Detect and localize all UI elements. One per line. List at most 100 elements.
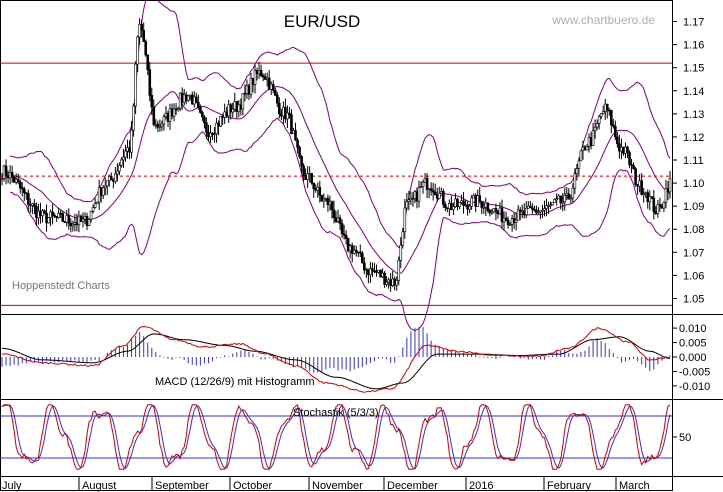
candle-body [514,219,518,223]
y-tick-label: 0.005 [679,338,707,350]
candle-body [391,278,394,286]
candle-body [217,122,220,127]
candle-body [401,231,405,246]
candle-body [99,187,103,196]
candle-body [8,172,12,179]
candle-body [178,92,182,109]
candle-body [409,197,413,201]
candle-body [524,207,528,216]
candle-body [652,197,656,212]
candle-body [229,104,233,113]
candle-body [446,207,449,209]
candle-body [361,252,364,264]
candle-body [531,207,534,210]
candle-body [275,94,279,104]
candle-body [385,281,388,285]
candle-body [492,208,496,213]
candle-body [464,204,467,207]
candle-body [628,152,631,165]
candle-body [0,178,4,180]
candle-body [41,210,44,217]
candle-body [367,268,370,276]
x-tick-label: March [619,480,650,492]
candle-body [190,94,194,105]
candle-body [555,198,558,201]
candle-body [466,204,469,210]
candle-body [308,173,311,175]
x-tick-label: July [2,480,22,492]
candle-body [484,202,488,208]
candle-body [225,111,228,117]
candle-body [24,192,28,195]
candle-body [342,233,346,236]
candle-body [581,146,585,152]
candle-body [75,222,79,226]
candle-body [227,104,231,117]
candle-body [195,96,198,103]
source-label: Hoppenstedt Charts [12,280,110,292]
candle-body [607,109,611,112]
candle-body [18,181,22,189]
candle-body [336,217,340,222]
candle-body [239,104,243,110]
candle-body [29,204,32,206]
candle-body [296,139,299,148]
candle-body [103,185,107,189]
candle-body [184,94,188,101]
x-tick-label: November [312,480,363,492]
candle-body [241,93,245,110]
candle-body [508,224,512,226]
candle-body [340,223,344,235]
candle-body [399,244,403,261]
candle-body [312,182,316,190]
x-tick-label: February [547,480,592,492]
candle-body [377,269,380,273]
y-tick-label: 1.11 [683,155,704,167]
candle-body [439,191,443,194]
candle-body [417,187,421,202]
candle-body [363,262,366,271]
candle-body [478,195,482,202]
y-tick-label: 1.09 [683,201,704,213]
candle-body [245,85,249,94]
stochastic-k-line [1,404,671,470]
candle-body [537,211,540,214]
candle-body [207,131,210,138]
candle-body [298,147,301,157]
candle-body [356,251,360,254]
candle-body [460,200,463,204]
candle-body [73,222,77,225]
candle-body [166,112,170,122]
candle-body [332,209,336,218]
candle-body [35,206,38,219]
candle-body [441,191,445,205]
candle-body [203,116,206,124]
candle-body [553,198,556,203]
candle-body [134,63,137,107]
candle-body [49,211,52,218]
candle-body [57,212,60,218]
candle-body [71,223,75,227]
candle-body [237,104,241,112]
candle-body [348,245,352,252]
candle-body [284,106,287,120]
candle-body [666,188,670,193]
x-axis: July August September October November Decemb… [2,476,650,492]
candle-body [456,198,459,207]
candle-body [253,70,257,85]
candle-body [294,130,297,141]
candle-body [152,106,156,125]
bollinger-lower [10,117,671,332]
candle-body [587,137,591,147]
candle-body [269,83,273,90]
y-tick-label: 1.17 [683,17,704,29]
candle-body [397,260,401,281]
candle-body [316,186,320,191]
candle-body [231,108,235,113]
candle-body [427,188,431,190]
candle-body [476,195,479,207]
candle-body [369,268,372,276]
candle-body [255,70,259,74]
candle-body [595,123,599,128]
